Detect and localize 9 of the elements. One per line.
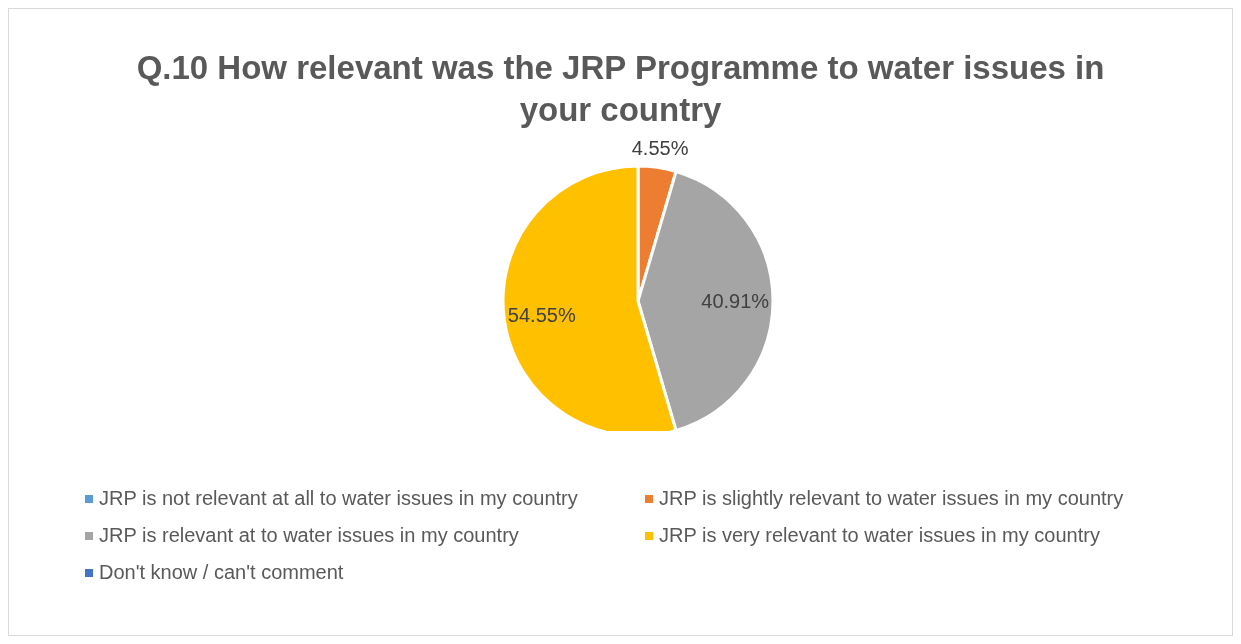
data-label: 4.55% <box>631 136 689 159</box>
legend-label: JRP is very relevant to water issues in my country <box>659 524 1100 547</box>
legend-label: JRP is relevant at to water issues in my country <box>99 524 519 547</box>
chart-title: Q.10 How relevant was the JRP Programme to water issues in your country <box>135 48 1106 130</box>
legend-label: JRP is not relevant at all to water issues in my country <box>99 487 578 510</box>
legend-label: Don't know / can't comment <box>99 561 344 584</box>
data-label: 54.55% <box>507 303 576 326</box>
data-label: 40.91% <box>701 290 770 313</box>
legend-label: JRP is slightly relevant to water issues in my country <box>659 487 1124 510</box>
